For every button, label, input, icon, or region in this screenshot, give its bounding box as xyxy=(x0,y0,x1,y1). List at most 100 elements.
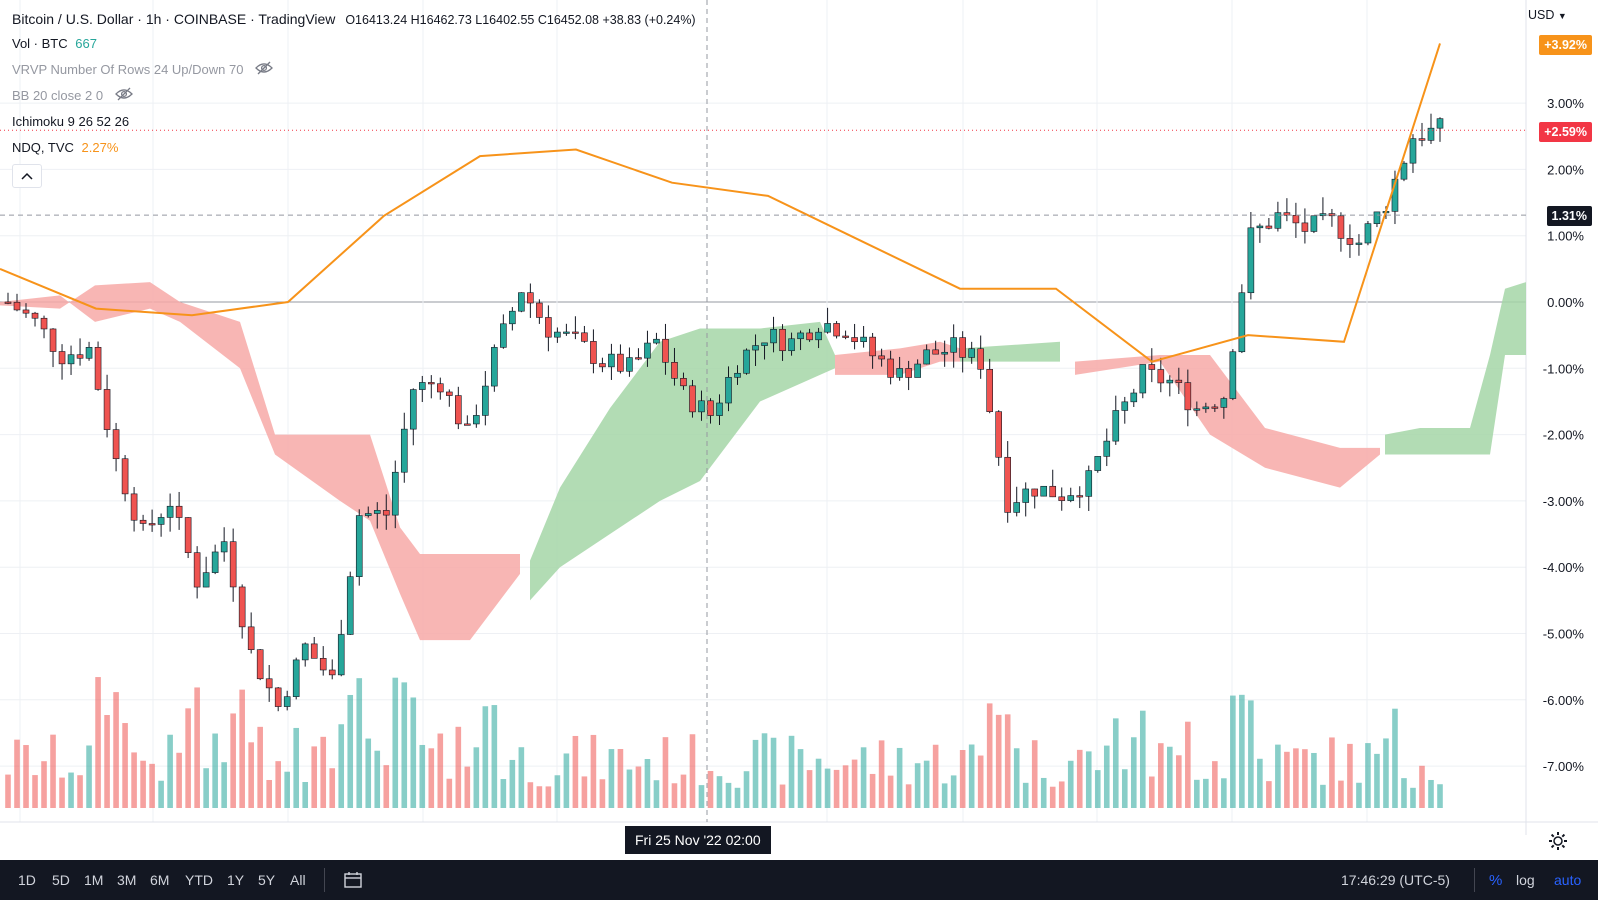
hidden-eye-icon[interactable] xyxy=(255,61,274,80)
legend-vrvp[interactable]: VRVP Number Of Rows 24 Up/Down 70 xyxy=(12,61,274,80)
candle-body xyxy=(220,541,228,553)
volume-bar xyxy=(905,784,912,808)
volume-bar xyxy=(401,682,408,808)
vrvp-label: VRVP Number Of Rows 24 Up/Down 70 xyxy=(12,62,244,77)
volume-bar xyxy=(104,715,110,808)
volume-bar xyxy=(806,770,813,808)
volume-bar xyxy=(1428,779,1434,808)
ichimoku-label: Ichimoku 9 26 52 26 xyxy=(12,114,130,129)
volume-bar xyxy=(365,738,372,808)
candle-body xyxy=(1337,215,1345,239)
currency-button[interactable]: USD ▼ xyxy=(1528,8,1567,22)
volume-bar xyxy=(131,752,137,808)
ndq-price-badge: +3.92% xyxy=(1539,35,1592,55)
collapse-legend-button[interactable] xyxy=(12,164,42,188)
clock-timezone[interactable]: 17:46:29 (UTC-5) xyxy=(1341,872,1450,888)
log-scale-toggle[interactable]: log xyxy=(1516,872,1535,888)
volume-bar xyxy=(185,708,191,808)
candle-body xyxy=(67,354,75,365)
symbol-legend[interactable]: Bitcoin / U.S. Dollar · 1h · COINBASE · … xyxy=(12,10,696,29)
timeframe-5d[interactable]: 5D xyxy=(52,872,70,888)
legend-ndq[interactable]: NDQ, TVC 2.27% xyxy=(12,139,118,157)
candle-body xyxy=(1265,225,1273,229)
toolbar-divider xyxy=(324,868,325,892)
timeframe-6m[interactable]: 6M xyxy=(150,872,170,888)
candle-body xyxy=(1247,227,1255,294)
volume-bar xyxy=(1049,786,1056,808)
volume-bar xyxy=(455,726,462,808)
volume-bar xyxy=(1076,749,1083,808)
candle-body xyxy=(986,369,993,412)
candle-body xyxy=(617,353,624,372)
volume-bar xyxy=(293,727,300,808)
hidden-eye-icon[interactable] xyxy=(114,87,133,106)
candle-body xyxy=(977,348,984,370)
volume-bar xyxy=(113,692,119,808)
candle-body xyxy=(743,349,750,374)
candle-body xyxy=(455,395,462,425)
candle-body xyxy=(1283,212,1291,216)
candle-body xyxy=(509,310,516,325)
chart-area[interactable]: 3.00% 2.00% 1.00% 0.00% -1.00% -2.00% -3.00% -4… xyxy=(0,0,1598,854)
legend-bb[interactable]: BB 20 close 2 0 xyxy=(12,87,133,106)
timeframe-1d[interactable]: 1D xyxy=(18,872,36,888)
percent-scale-toggle[interactable]: % xyxy=(1489,872,1503,889)
candle-body xyxy=(941,351,948,355)
candle-body xyxy=(1139,364,1147,394)
volume-bar xyxy=(1130,737,1137,808)
date-range-calendar-icon[interactable] xyxy=(343,870,363,893)
candle-body xyxy=(824,323,831,333)
volume-bar xyxy=(1356,782,1362,808)
volume-bar xyxy=(68,772,74,808)
candle-body xyxy=(473,415,480,425)
volume-bar xyxy=(860,747,867,808)
candle-body xyxy=(563,331,570,334)
volume-bar xyxy=(302,782,309,808)
chart-settings-gear-icon[interactable] xyxy=(1548,831,1568,856)
candle-body xyxy=(274,687,282,707)
timeframe-ytd[interactable]: YTD xyxy=(185,872,213,888)
volume-bar xyxy=(986,703,993,808)
candle-body xyxy=(1094,456,1102,471)
candle-body xyxy=(464,423,471,426)
volume-bar xyxy=(122,723,128,808)
candle-body xyxy=(1346,238,1354,245)
candle-body xyxy=(599,363,606,368)
timeframe-1m[interactable]: 1M xyxy=(84,872,104,888)
legend-volume[interactable]: Vol · BTC 667 xyxy=(12,35,97,53)
candle-body xyxy=(130,493,138,521)
candle-body xyxy=(310,643,318,659)
candle-body xyxy=(437,383,444,393)
volume-bar xyxy=(653,780,660,808)
volume-bar xyxy=(1112,718,1119,808)
candle-body xyxy=(1148,364,1156,370)
volume-bar xyxy=(626,769,633,808)
timeframe-1y[interactable]: 1Y xyxy=(227,872,245,888)
candle-body xyxy=(373,510,381,514)
candle-body xyxy=(175,505,183,518)
candle-body xyxy=(1436,118,1444,129)
timeframe-3m[interactable]: 3M xyxy=(117,872,137,888)
volume-bar xyxy=(1257,758,1263,808)
volume-bar xyxy=(1067,760,1074,808)
volume-bar xyxy=(491,705,498,808)
volume-bar xyxy=(167,734,173,808)
timeframe-5y[interactable]: 5Y xyxy=(258,872,276,888)
timeframe-all[interactable]: All xyxy=(290,872,306,888)
volume-bar xyxy=(212,733,218,808)
price-chart[interactable]: 3.00% 2.00% 1.00% 0.00% -1.00% -2.00% -3.00% -4… xyxy=(0,0,1598,835)
candle-body xyxy=(536,302,543,318)
candle-body xyxy=(1013,502,1021,513)
candle-body xyxy=(1058,496,1066,501)
candle-body xyxy=(409,389,417,430)
volume-bar xyxy=(1040,777,1047,808)
candle-body xyxy=(779,328,786,352)
legend-ichimoku[interactable]: Ichimoku 9 26 52 26 xyxy=(12,113,129,131)
candle-body xyxy=(923,349,930,365)
candle-body xyxy=(554,331,561,338)
volume-bar xyxy=(1121,769,1128,808)
volume-bar xyxy=(1275,744,1281,808)
volume-bar xyxy=(311,746,318,808)
auto-scale-toggle[interactable]: auto xyxy=(1554,872,1582,888)
candle-body xyxy=(265,678,273,689)
